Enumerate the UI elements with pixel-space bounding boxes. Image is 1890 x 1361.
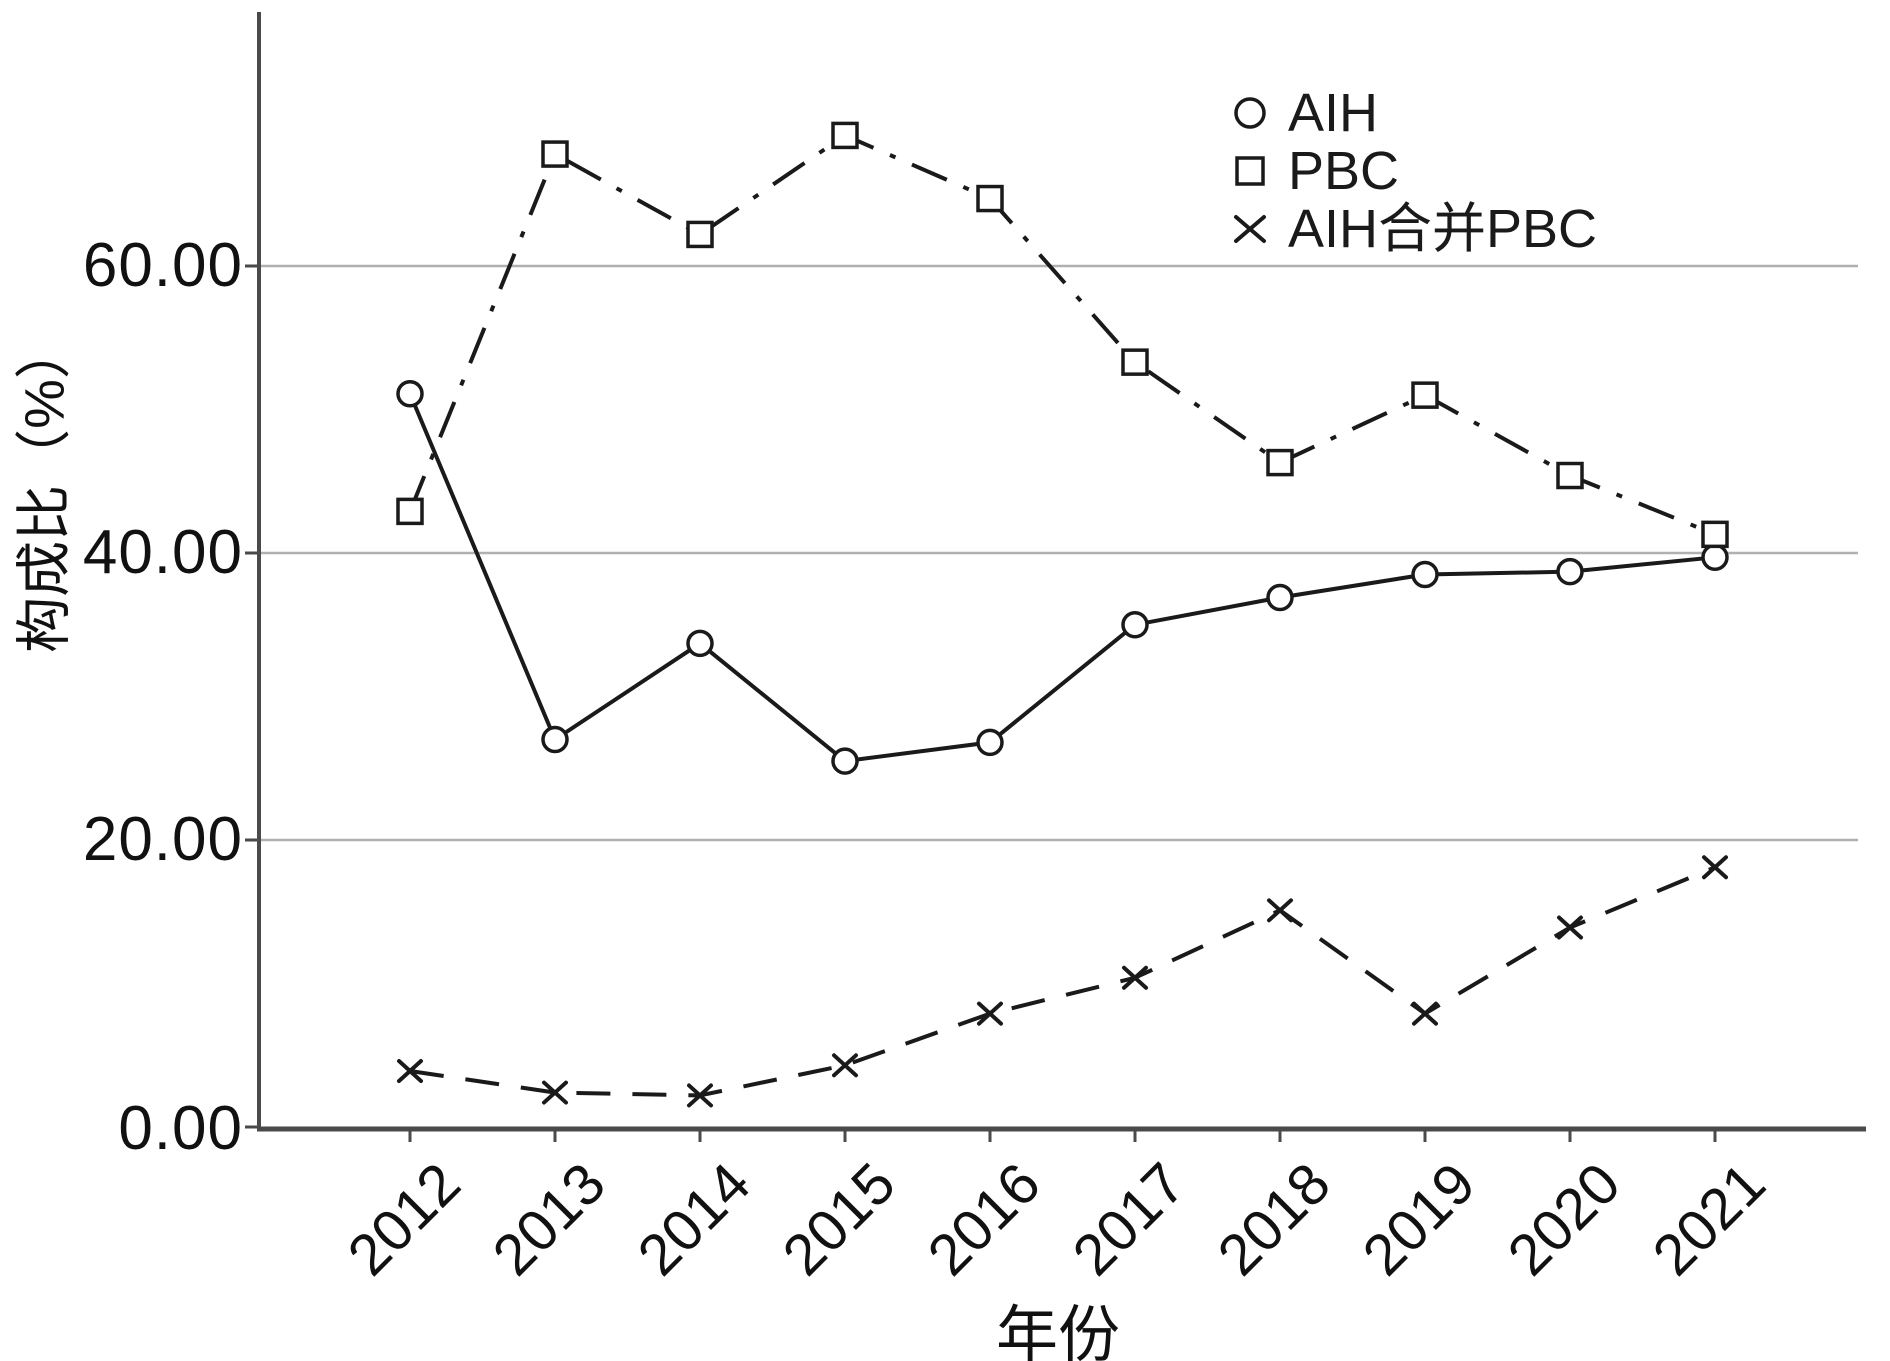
series-line-AIH合并PBC [409,865,1716,1098]
marker-circle-2012 [396,379,424,408]
marker-circle-2015 [831,747,859,775]
marker-square-2013 [541,140,569,168]
marker-square-2021 [1701,520,1729,549]
marker-square-2020 [1556,461,1584,490]
legend-item-aih: AIH [1228,84,1597,142]
marker-x-2017 [1122,965,1148,990]
marker-square-2016 [976,184,1004,213]
legend-item-pbc: PBC [1228,142,1597,200]
x-axis-ticks [408,1129,1717,1142]
marker-x-2016 [977,1001,1003,1026]
x-axis-title: 年份 [995,1301,1121,1361]
marker-square-2017 [1121,348,1149,376]
y-tick-label-20: 20.00 [82,805,243,874]
marker-circle-2019 [1411,560,1439,589]
marker-square-2014 [686,220,714,249]
marker-x-2021 [1702,855,1728,880]
marker-circle-2014 [686,629,714,658]
legend-item-aih-pbc: AIH合并PBC [1228,200,1597,258]
legend-label-aih-pbc: AIH合并PBC [1288,199,1598,259]
marker-square-2015 [831,121,859,150]
marker-square-2018 [1266,448,1294,477]
y-tick-label-60: 60.00 [82,231,243,300]
marker-circle-2013 [541,725,569,754]
axes [245,12,1866,1142]
marker-x-2015 [832,1053,858,1078]
square-marker-icon [1235,156,1265,186]
marker-x-2019 [1412,1001,1438,1026]
marker-square-2019 [1411,381,1439,409]
marker-x-2013 [542,1080,568,1105]
marker-x-2012 [397,1059,423,1084]
marker-circle-2017 [1121,611,1149,639]
legend-label-pbc: PBC [1288,141,1400,201]
y-axis-ticks [245,264,259,1129]
x-marker-icon [1234,215,1266,243]
marker-circle-2016 [976,728,1004,757]
marker-circle-2018 [1266,583,1294,612]
marker-x-2018 [1267,898,1293,923]
y-tick-label-0: 0.00 [118,1094,243,1163]
series-line-AIH [408,392,1716,764]
marker-layer [396,121,1729,1108]
marker-circle-2021 [1701,543,1729,572]
legend-label-aih: AIH [1288,83,1379,143]
marker-x-2014 [687,1083,713,1108]
y-tick-label-40: 40.00 [82,518,243,587]
series-layer [408,133,1716,1098]
series-line-PBC [408,133,1716,537]
gridlines [259,264,1858,842]
y-axis-title: 构成比（%） [12,323,76,653]
marker-square-2012 [396,497,424,526]
circle-marker-icon [1234,97,1266,129]
legend: AIH PBC AIH合并PBC [1228,84,1597,258]
marker-circle-2020 [1556,557,1584,586]
marker-x-2020 [1557,915,1583,940]
